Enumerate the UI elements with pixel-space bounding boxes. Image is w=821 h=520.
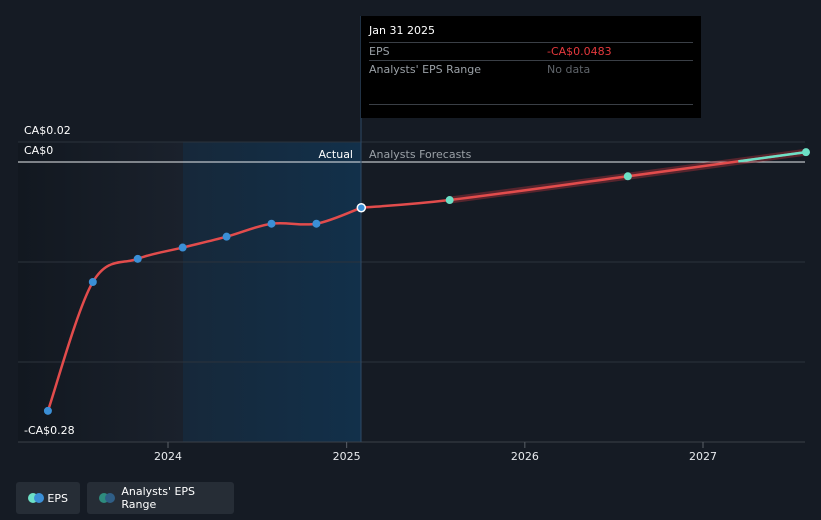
eps-actual-point[interactable] (356, 202, 367, 213)
past-region-shade (18, 142, 183, 442)
legend-range[interactable]: Analysts' EPS Range (87, 482, 234, 514)
eps-forecast-line (361, 150, 807, 209)
tooltip-divider (369, 104, 693, 105)
eps-actual-point[interactable] (312, 219, 321, 228)
eps-actual-point[interactable] (88, 278, 97, 287)
eps-legend-icon (28, 493, 44, 503)
recent-region-shade (183, 142, 361, 442)
eps-actual-point[interactable] (133, 254, 142, 263)
tooltip-range-label: Analysts' EPS Range (369, 63, 482, 76)
x-tick-label: 2025 (333, 450, 361, 463)
y-tick-top: CA$0.02 (24, 124, 71, 137)
tooltip-date: Jan 31 2025 (369, 24, 435, 37)
y-tick-bottom: -CA$0.28 (24, 424, 75, 437)
range-legend-icon (99, 493, 115, 503)
tooltip-eps-value: -CA$0.0483 (547, 45, 612, 58)
y-tick-zero: CA$0 (24, 144, 53, 157)
eps-forecast-point[interactable] (801, 148, 810, 157)
eps-actual-point[interactable] (178, 243, 187, 252)
eps-forecast-tail (738, 150, 807, 163)
tooltip-range-row: Analysts' EPS Range No data (369, 60, 693, 78)
tooltip: Jan 31 2025 EPS -CA$0.0483 Analysts' EPS… (361, 16, 701, 118)
legend-eps[interactable]: EPS (16, 482, 80, 514)
legend-eps-label: EPS (47, 491, 68, 505)
eps-actual-point[interactable] (267, 219, 276, 228)
x-tick-label: 2027 (689, 450, 717, 463)
actual-label: Actual (319, 148, 353, 161)
forecast-label: Analysts Forecasts (369, 148, 472, 161)
x-tick-label: 2026 (511, 450, 539, 463)
x-tick-label: 2024 (154, 450, 182, 463)
eps-actual-line (46, 206, 362, 412)
eps-forecast-point[interactable] (445, 196, 454, 205)
tooltip-range-value: No data (547, 63, 591, 76)
legend-range-label: Analysts' EPS Range (121, 485, 196, 511)
tooltip-eps-label: EPS (369, 45, 390, 58)
eps-actual-point[interactable] (43, 406, 52, 415)
eps-forecast-point[interactable] (623, 172, 632, 181)
tooltip-eps-row: EPS -CA$0.0483 (369, 42, 693, 60)
eps-actual-point[interactable] (222, 232, 231, 241)
